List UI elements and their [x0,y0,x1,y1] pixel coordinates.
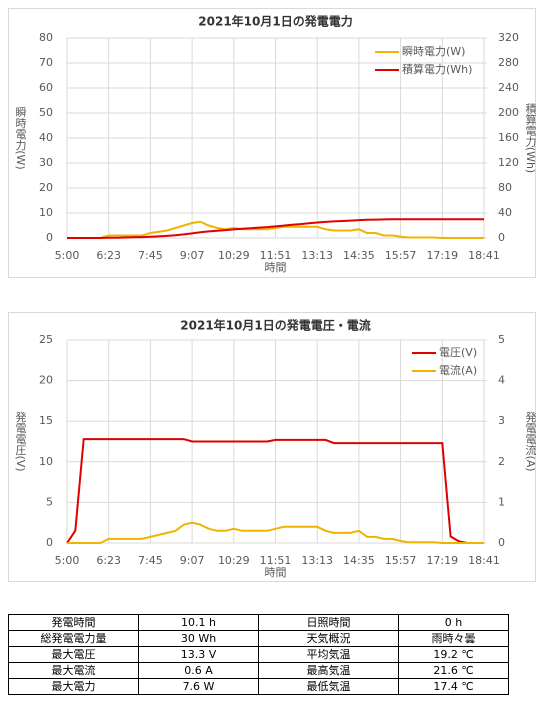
y2-tick-label: 160 [498,131,519,144]
table-value: 17.4 ℃ [398,678,509,695]
y-tick-label: 70 [39,56,53,69]
legend-label: 瞬時電力(W) [402,45,465,58]
legend-label: 電流(A) [439,363,477,377]
table-value: 0 h [398,614,509,631]
chart-frame [8,8,536,278]
y-tick-label: 15 [39,414,53,427]
x-tick-label: 13:13 [301,554,333,567]
x-tick-label: 14:35 [343,554,375,567]
x-tick-label: 7:45 [138,554,163,567]
y-tick-label: 50 [39,106,53,119]
table-value: 30 Wh [138,630,259,647]
y2-axis-label: 発電電流(A) [524,410,537,471]
chart-frame [8,312,536,582]
x-tick-label: 6:23 [96,249,121,262]
y-tick-label: 30 [39,156,53,169]
x-tick-label: 10:29 [218,554,250,567]
y2-axis-label: 積算電力(Wh) [524,101,537,173]
x-tick-label: 5:00 [55,249,80,262]
legend-label: 積算電力(Wh) [402,62,472,76]
y-tick-label: 20 [39,181,53,194]
summary-table: 発電時間 10.1 h 日照時間 0 h 総発電電力量 30 Wh 天気概況 雨時々曇 最大電圧… [8,614,509,695]
table-label: 最大電圧 [8,646,139,663]
table-value: 10.1 h [138,614,259,631]
x-tick-label: 10:29 [218,249,250,262]
table-row: 最大電力 7.6 W 最低気温 17.4 ℃ [8,678,509,695]
table-label: 平均気温 [258,646,399,663]
y2-tick-label: 1 [498,495,505,508]
table-value: 7.6 W [138,678,259,695]
y-tick-label: 0 [46,231,53,244]
table-label: 総発電電力量 [8,630,139,647]
chart-title: 2021年10月1日の発電電圧・電流 [180,318,370,333]
y-tick-label: 0 [46,536,53,549]
y2-tick-label: 0 [498,231,505,244]
y-axis-label: 瞬時電力(W) [14,106,27,170]
y2-tick-label: 280 [498,56,519,69]
y2-tick-label: 4 [498,374,505,387]
x-tick-label: 17:19 [426,249,458,262]
table-value: 0.6 A [138,662,259,679]
series-line [67,521,484,544]
y2-tick-label: 40 [498,206,512,219]
x-tick-label: 18:41 [468,554,500,567]
x-tick-label: 15:57 [385,249,417,262]
y-tick-label: 5 [46,495,53,508]
y-tick-label: 40 [39,131,53,144]
x-tick-label: 9:07 [180,554,205,567]
y2-tick-label: 200 [498,106,519,119]
series-line [67,218,484,239]
x-axis-label: 時間 [265,566,287,579]
table-label: 発電時間 [8,614,139,631]
table-row: 最大電圧 13.3 V 平均気温 19.2 ℃ [8,646,509,663]
table-row: 総発電電力量 30 Wh 天気概況 雨時々曇 [8,630,509,647]
series-line [66,438,484,544]
table-row: 発電時間 10.1 h 日照時間 0 h [8,614,509,631]
y2-tick-label: 320 [498,31,519,44]
table-label: 日照時間 [258,614,399,631]
table-row: 最大電流 0.6 A 最高気温 21.6 ℃ [8,662,509,679]
y-tick-label: 20 [39,374,53,387]
x-tick-label: 14:35 [343,249,375,262]
y2-tick-label: 5 [498,333,505,346]
x-tick-label: 18:41 [468,249,500,262]
legend-label: 電圧(V) [439,346,477,359]
table-label: 最低気温 [258,678,399,695]
x-tick-label: 11:51 [260,249,292,262]
table-label: 最大電力 [8,678,139,695]
y2-tick-label: 80 [498,181,512,194]
y-tick-label: 10 [39,206,53,219]
y2-tick-label: 0 [498,536,505,549]
x-tick-label: 11:51 [260,554,292,567]
table-value: 13.3 V [138,646,259,663]
x-tick-label: 7:45 [138,249,163,262]
table-value: 21.6 ℃ [398,662,509,679]
chart-title: 2021年10月1日の発電電力 [198,14,352,29]
charts: 2021年10月1日の発電電力0102030405060708004080120… [8,8,537,582]
y2-tick-label: 2 [498,455,505,468]
x-tick-label: 15:57 [385,554,417,567]
x-tick-label: 17:19 [426,554,458,567]
x-tick-label: 13:13 [301,249,333,262]
y-tick-label: 80 [39,31,53,44]
table-value: 19.2 ℃ [398,646,509,663]
y-tick-label: 10 [39,455,53,468]
table-label: 最高気温 [258,662,399,679]
y-tick-label: 25 [39,333,53,346]
series-line [67,220,484,239]
y2-tick-label: 3 [498,414,505,427]
y-axis-label: 発電電圧(V) [14,410,27,471]
y2-tick-label: 240 [498,81,519,94]
x-axis-label: 時間 [265,261,287,274]
table-value: 雨時々曇 [398,630,509,647]
y2-tick-label: 120 [498,156,519,169]
x-tick-label: 9:07 [180,249,205,262]
y-tick-label: 60 [39,81,53,94]
x-tick-label: 6:23 [96,554,121,567]
table-label: 天気概況 [258,630,399,647]
x-tick-label: 5:00 [55,554,80,567]
table-label: 最大電流 [8,662,139,679]
